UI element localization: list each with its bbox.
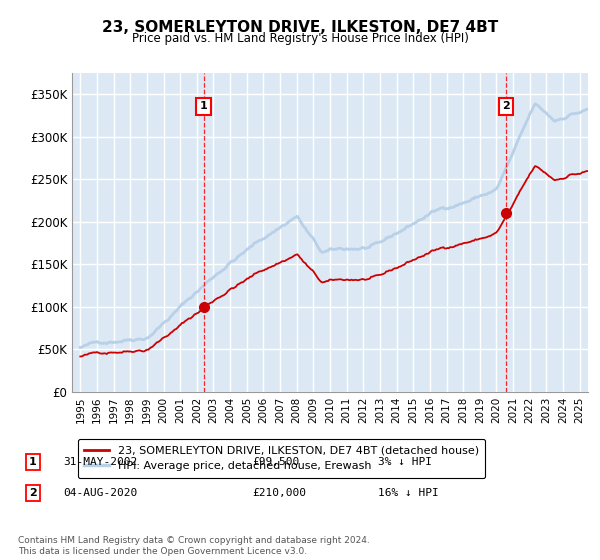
- Text: 16% ↓ HPI: 16% ↓ HPI: [378, 488, 439, 498]
- Text: 31-MAY-2002: 31-MAY-2002: [63, 457, 137, 467]
- Text: 3% ↓ HPI: 3% ↓ HPI: [378, 457, 432, 467]
- Text: 23, SOMERLEYTON DRIVE, ILKESTON, DE7 4BT: 23, SOMERLEYTON DRIVE, ILKESTON, DE7 4BT: [102, 20, 498, 35]
- Text: 1: 1: [200, 101, 208, 111]
- Text: 2: 2: [29, 488, 37, 498]
- Text: 04-AUG-2020: 04-AUG-2020: [63, 488, 137, 498]
- Text: 1: 1: [29, 457, 37, 467]
- Legend: 23, SOMERLEYTON DRIVE, ILKESTON, DE7 4BT (detached house), HPI: Average price, d: 23, SOMERLEYTON DRIVE, ILKESTON, DE7 4BT…: [77, 439, 485, 478]
- Text: £99,500: £99,500: [252, 457, 299, 467]
- Text: Price paid vs. HM Land Registry's House Price Index (HPI): Price paid vs. HM Land Registry's House …: [131, 32, 469, 45]
- Text: £210,000: £210,000: [252, 488, 306, 498]
- Text: Contains HM Land Registry data © Crown copyright and database right 2024.
This d: Contains HM Land Registry data © Crown c…: [18, 536, 370, 556]
- Text: 2: 2: [502, 101, 510, 111]
